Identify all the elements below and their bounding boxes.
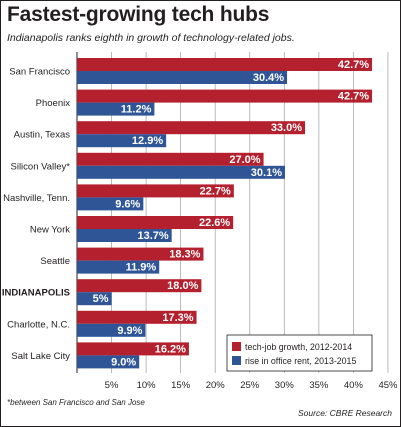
data-label-tech-job-growth: 18.0% [167,280,198,292]
bar-office-rent [77,323,146,337]
data-label-office-rent: 30.4% [253,72,284,84]
bar-office-rent [77,229,172,242]
category-label: Salt Lake City [11,351,70,362]
legend-box [226,334,373,372]
bar-tech-job-growth [77,279,202,293]
bar-tech-job-growth [77,342,189,356]
bar-tech-job-growth [77,121,306,135]
category-label: Charlotte, N.C. [7,319,70,330]
bar-office-rent [77,102,155,116]
category-label: INDIANAPOLIS [2,288,70,299]
chart-title: Fastest-growing tech hubs [7,3,270,26]
x-tick-label: 35% [309,380,329,391]
bar-tech-job-growth [77,58,373,71]
category-label: Silicon Valley* [11,161,71,172]
bar-office-rent [77,134,167,148]
data-label-office-rent: 9.9% [117,325,142,337]
bar-tech-job-growth [77,216,234,229]
legend-swatch [232,342,241,351]
bar-office-rent [77,355,140,369]
source-credit: Source: CBRE Research [297,408,392,418]
category-label: Austin, Texas [14,130,71,141]
x-tick-label: 5% [105,380,119,391]
data-label-tech-job-growth: 17.3% [162,312,193,324]
x-tick-label: 30% [275,380,295,391]
legend-swatch [232,356,241,365]
category-label: Seattle [40,256,70,267]
chart-subtitle: Indianapolis ranks eighth in growth of t… [7,32,295,44]
bar-office-rent [77,71,288,84]
legend-label: rise in office rent, 2013-2015 [245,356,356,366]
bar-tech-job-growth [77,89,373,103]
bar-tech-job-growth [77,184,234,198]
footnote: *between San Francisco and San Jose [7,398,145,407]
data-label-office-rent: 9.6% [115,198,140,210]
data-label-tech-job-growth: 22.6% [199,217,230,229]
data-label-tech-job-growth: 18.3% [169,249,200,261]
bar-office-rent [77,292,112,306]
bar-office-rent [77,165,285,179]
bar-tech-job-growth [77,152,264,166]
category-label: New York [30,225,70,236]
x-tick-label: 25% [240,380,260,391]
data-label-office-rent: 11.9% [126,262,157,274]
data-label-tech-job-growth: 42.7% [338,59,369,71]
data-label-tech-job-growth: 16.2% [155,343,186,355]
bar-tech-job-growth [77,247,204,261]
data-label-office-rent: 12.9% [132,135,163,147]
bar-office-rent [77,260,160,274]
data-label-tech-job-growth: 33.0% [271,122,302,134]
data-label-office-rent: 9.0% [111,356,136,368]
data-label-office-rent: 13.7% [137,230,168,242]
x-tick-label: 45% [378,380,398,391]
x-tick-label: 20% [206,380,226,391]
category-label: Phoenix [36,98,71,109]
x-tick-label: 40% [344,380,364,391]
data-label-office-rent: 11.2% [121,104,152,116]
x-tick-label: 15% [171,380,191,391]
x-tick-label: 10% [137,380,157,391]
data-label-tech-job-growth: 27.0% [229,154,260,166]
category-label: Nashville, Tenn. [3,193,70,204]
data-label-office-rent: 5% [93,293,109,305]
legend-label: tech-job growth, 2012-2014 [245,342,352,352]
category-label: San Francisco [9,67,70,78]
data-label-tech-job-growth: 42.7% [338,91,369,103]
bar-office-rent [77,197,144,211]
data-label-tech-job-growth: 22.7% [200,185,231,197]
bar-tech-job-growth [77,310,197,324]
data-label-office-rent: 30.1% [251,167,282,179]
